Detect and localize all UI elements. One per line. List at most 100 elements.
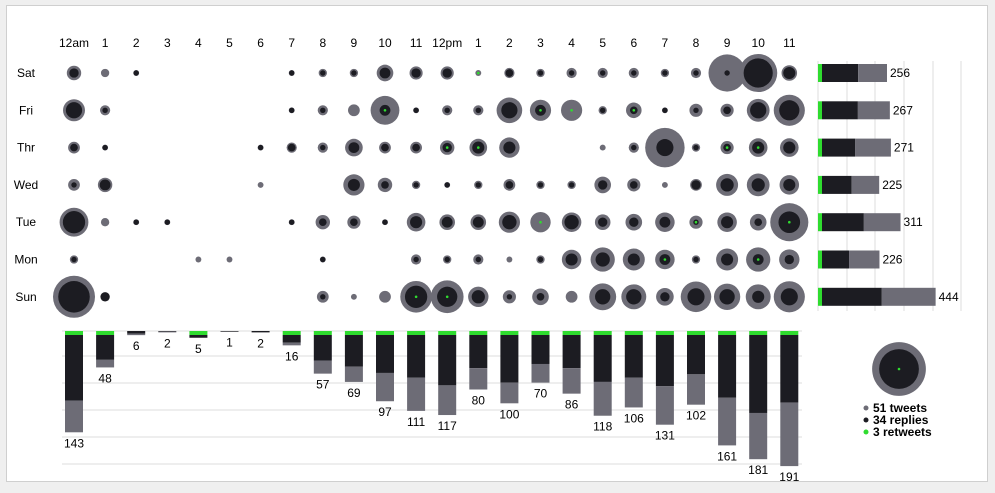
hour-total-label: 6 — [133, 339, 140, 353]
replies-bubble — [471, 290, 485, 304]
hour-total-label: 48 — [98, 371, 112, 385]
hour-bar-replies — [624, 335, 643, 378]
tweets-bubble — [226, 256, 233, 263]
replies-bubble — [71, 256, 77, 263]
hour-bar-replies — [96, 335, 115, 360]
retweets-dot — [756, 258, 760, 261]
day-label: Fri — [19, 103, 33, 117]
hour-total-label: 106 — [624, 411, 644, 425]
hour-bar-replies — [251, 331, 270, 333]
hour-total-label: 111 — [407, 415, 426, 429]
day-total-label: 444 — [939, 290, 959, 304]
hour-bar-replies — [687, 335, 705, 375]
replies-bubble — [662, 70, 668, 76]
replies-bubble — [351, 70, 357, 76]
replies-bubble — [475, 107, 482, 114]
hour-bar-tweets — [313, 360, 332, 374]
hour-bar-replies — [469, 335, 488, 369]
replies-bubble — [784, 254, 794, 265]
replies-bubble — [659, 216, 671, 228]
hour-bar-replies — [344, 335, 363, 367]
hour-bar-replies — [158, 331, 177, 332]
hour-label: 11 — [783, 36, 796, 50]
replies-bubble — [631, 144, 637, 151]
hour-label: 5 — [599, 36, 606, 50]
replies-bubble — [565, 253, 578, 266]
hour-bar-replies — [220, 331, 239, 332]
hour-bar-replies — [500, 335, 519, 383]
hour-total-label: 57 — [316, 378, 330, 392]
hour-bar-tweets — [593, 381, 612, 416]
hour-bar-tweets — [282, 342, 301, 346]
retweets-dot — [788, 220, 791, 224]
replies-bubble — [598, 217, 608, 227]
legend-retweets-dot — [897, 367, 901, 371]
retweets-dot — [445, 146, 449, 149]
hour-total-label: 131 — [655, 429, 675, 443]
hour-bar-retweets — [438, 331, 457, 335]
day-bar-replies — [822, 213, 864, 232]
replies-bubble — [564, 215, 579, 230]
replies-bubble — [287, 143, 296, 152]
hour-bar-retweets — [189, 331, 208, 335]
day-bar-tweets — [851, 175, 880, 194]
hour-label: 12am — [59, 36, 89, 50]
replies-bubble — [687, 288, 705, 306]
hour-bar-retweets — [624, 331, 643, 335]
hour-label: 8 — [693, 36, 700, 50]
hour-bar-tweets — [562, 368, 581, 394]
hour-total-label: 118 — [593, 420, 612, 434]
day-total-label: 311 — [904, 215, 923, 229]
replies-bubble — [631, 70, 637, 76]
replies-bubble — [412, 143, 420, 152]
hour-total-label: 70 — [534, 387, 548, 401]
replies-bubble — [693, 70, 699, 76]
replies-bubble — [442, 68, 452, 78]
legend-tweets-label: 51 tweets — [873, 401, 927, 415]
replies-bubble — [660, 292, 670, 302]
hour-total-label: 191 — [779, 470, 799, 481]
hour-total-label: 143 — [64, 436, 84, 450]
hour-total-label: 5 — [195, 342, 202, 356]
hour-total-label: 16 — [285, 349, 299, 363]
day-bar-retweets — [818, 287, 822, 306]
replies-bubble — [472, 216, 484, 228]
hour-label: 1 — [102, 36, 109, 50]
hour-label: 5 — [226, 36, 233, 50]
replies-bubble — [503, 141, 516, 154]
replies-bubble — [133, 70, 139, 76]
day-bar-replies — [822, 64, 859, 82]
legend-replies-label: 34 replies — [873, 413, 929, 427]
day-label: Mon — [14, 253, 37, 267]
tweets-bubble — [195, 256, 202, 263]
hour-bar-replies — [313, 335, 332, 361]
hour-label: 7 — [288, 36, 295, 50]
day-bar-tweets — [863, 213, 901, 232]
replies-bubble — [411, 68, 421, 78]
replies-bubble — [320, 256, 326, 263]
replies-bubble — [629, 181, 638, 189]
hour-bar-tweets — [687, 374, 705, 405]
tweets-bubble — [257, 181, 264, 188]
replies-bubble — [537, 70, 544, 76]
replies-bubble — [99, 179, 111, 191]
replies-bubble — [752, 290, 765, 303]
replies-bubble — [721, 253, 734, 266]
hour-bar-tweets — [407, 377, 426, 411]
day-bar-retweets — [818, 213, 822, 232]
day-bar-retweets — [818, 64, 822, 82]
replies-bubble — [724, 70, 730, 76]
replies-bubble — [410, 216, 423, 229]
hour-bar-retweets — [687, 331, 705, 335]
replies-bubble — [100, 292, 110, 302]
replies-bubble — [164, 219, 171, 225]
retweets-dot — [539, 220, 542, 224]
replies-bubble — [626, 289, 642, 305]
replies-bubble — [320, 107, 326, 114]
hour-label: 7 — [662, 36, 669, 50]
hour-total-label: 80 — [472, 394, 486, 408]
replies-bubble — [721, 216, 734, 229]
hour-total-label: 161 — [717, 449, 737, 463]
replies-bubble — [693, 144, 699, 151]
replies-bubble — [444, 107, 450, 114]
